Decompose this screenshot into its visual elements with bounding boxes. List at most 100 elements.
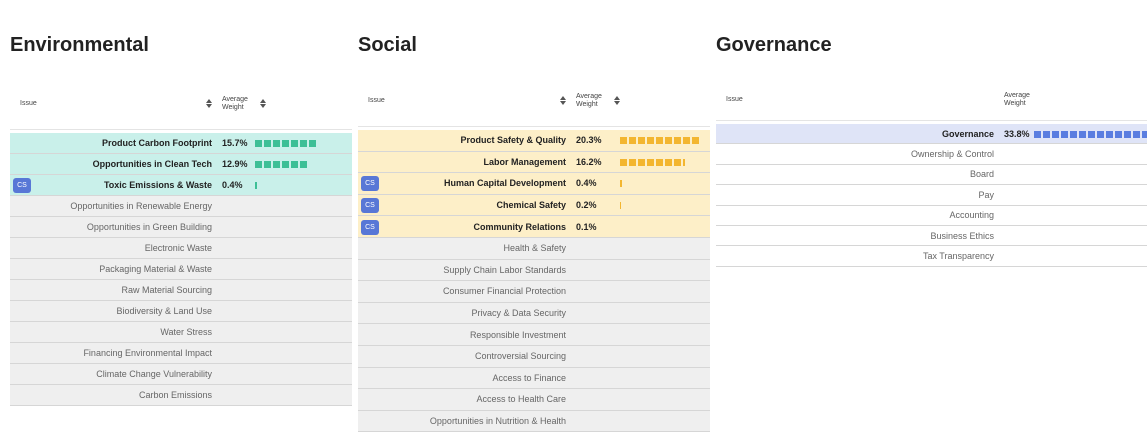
issue-name: Labor Management [483,156,566,167]
table-row: Ownership & Control [716,144,1147,165]
issue-name: Accounting [949,210,994,221]
table-row: Labor Management 16.2% [358,151,710,174]
badge[interactable]: CS [13,178,31,193]
issue-name: Privacy & Data Security [471,308,566,319]
table-row: Controversial Sourcing [358,346,710,368]
sort-icon[interactable] [560,96,566,105]
issue-name: Electronic Waste [144,243,212,253]
badge[interactable]: CS [361,219,379,235]
table-row: Opportunities in Nutrition & Health [358,410,710,433]
average-weight: 12.9% [222,159,248,169]
panel: Environmental Issue Average Weight Product … [10,0,352,438]
average-weight: 16.2% [576,156,602,167]
weight-bar [255,161,307,168]
column-header[interactable]: Average Weight [576,93,602,108]
table-row: Opportunities in Renewable Energy [10,196,352,217]
column-header[interactable]: Average Weight [1004,92,1030,107]
weight-bar [255,140,318,147]
header-divider [358,126,710,127]
average-weight: 20.3% [576,135,602,146]
issue-name: Opportunities in Renewable Energy [70,201,212,211]
issue-name: Business Ethics [930,230,994,241]
table-row: Responsible Investment [358,324,710,346]
sort-icon[interactable] [614,96,620,105]
table-row: Climate Change Vulnerability [10,364,352,385]
table-row: Financing Environmental Impact [10,343,352,364]
table-row: Chemical Safety 0.2% CS [358,194,710,217]
weight-bar [255,182,257,189]
issue-name: Opportunities in Nutrition & Health [429,416,566,427]
table-row: Water Stress [10,322,352,343]
column-header[interactable]: Issue [368,97,385,104]
badge[interactable]: CS [361,176,379,192]
badge[interactable]: CS [361,198,379,214]
table-row: Access to Finance [358,367,710,390]
table-row: Privacy & Data Security [358,302,710,325]
issue-name: Governance [941,128,994,139]
issue-name: Water Stress [160,327,212,337]
issue-name: Board [969,169,994,180]
panel-title: Environmental [10,34,149,56]
column-header[interactable]: Issue [20,100,37,107]
issue-name: Pay [978,189,994,200]
table-row: Health & Safety [358,238,710,260]
table-row: Consumer Financial Protection [358,281,710,303]
table-row: Accounting [716,205,1147,226]
header-divider [10,129,352,130]
table-row: Toxic Emissions & Waste 0.4% CS [10,175,352,196]
table-row: Supply Chain Labor Standards [358,259,710,282]
issue-name: Ownership & Control [910,149,994,160]
issue-name: Opportunities in Clean Tech [92,159,212,169]
issue-name: Toxic Emissions & Waste [103,180,212,190]
issue-name: Financing Environmental Impact [83,348,212,358]
weight-bar [620,137,702,145]
table-row: Product Safety & Quality 20.3% [358,130,710,152]
average-weight: 0.4% [576,178,597,189]
table-row: Business Ethics [716,226,1147,247]
average-weight: 15.7% [222,138,248,148]
table-row: Human Capital Development 0.4% CS [358,173,710,195]
sort-icon[interactable] [260,99,266,108]
issue-name: Biodiversity & Land Use [116,306,212,316]
issue-name: Controversial Sourcing [474,351,566,362]
issue-name: Access to Health Care [476,394,566,405]
issue-name: Carbon Emissions [138,390,212,400]
issue-name: Supply Chain Labor Standards [443,264,566,275]
average-weight: 0.1% [576,221,597,232]
issue-name: Consumer Financial Protection [442,286,566,297]
average-weight: 0.4% [222,180,243,190]
issue-name: Tax Transparency [922,251,994,262]
table-row: Board [716,164,1147,186]
table-row: Product Carbon Footprint 15.7% [10,133,352,154]
issue-name: Raw Material Sourcing [121,285,212,295]
issue-name: Access to Finance [492,372,566,383]
issue-name: Community Relations [473,221,566,232]
weight-bar [620,180,622,188]
table-row: Packaging Material & Waste [10,259,352,280]
table-row: Raw Material Sourcing [10,280,352,301]
table-row: Pay [716,185,1147,206]
panel: Social Issue Average Weight Product Safety … [358,0,710,438]
weight-bar [620,202,621,210]
sort-icon[interactable] [206,99,212,108]
average-weight: 0.2% [576,200,597,211]
panel-title: Social [358,34,417,56]
panel: Governance Issue Average Weight Governance 3… [716,0,1147,438]
issue-name: Health & Safety [503,243,566,254]
issue-name: Product Carbon Footprint [102,138,212,148]
table-row: Electronic Waste [10,238,352,259]
column-header[interactable]: Average Weight [222,96,248,111]
issue-name: Opportunities in Green Building [86,222,212,232]
weight-bar [620,158,685,166]
table-row: Opportunities in Clean Tech 12.9% [10,154,352,175]
issue-name: Responsible Investment [469,329,566,340]
header-divider [716,120,1147,121]
table-row: Opportunities in Green Building [10,217,352,238]
issue-name: Human Capital Development [443,178,566,189]
average-weight: 33.8% [1004,128,1030,139]
table-row: Biodiversity & Land Use [10,301,352,322]
issue-name: Climate Change Vulnerability [96,369,212,379]
column-header[interactable]: Issue [726,96,743,103]
table-row: Community Relations 0.1% CS [358,216,710,238]
